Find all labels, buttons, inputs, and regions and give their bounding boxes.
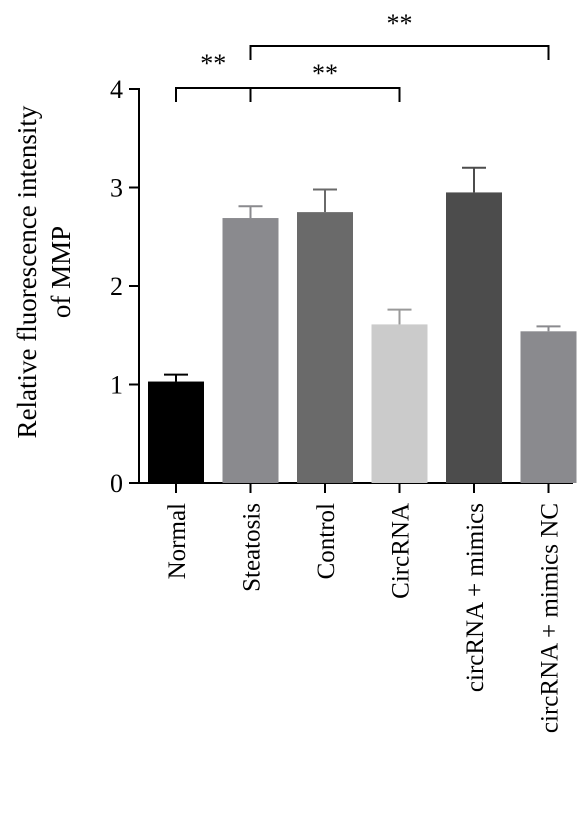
significance-bracket bbox=[175, 87, 252, 102]
significance-bracket bbox=[249, 45, 550, 60]
y-tick-label: 4 bbox=[110, 75, 123, 104]
bar bbox=[148, 381, 204, 483]
bar bbox=[446, 192, 502, 484]
bar bbox=[222, 218, 279, 483]
y-tick-label: 2 bbox=[110, 272, 123, 301]
y-axis-title: Relative fluorescence intensity of MMP bbox=[12, 105, 76, 438]
x-category-label: Steatosis bbox=[239, 503, 266, 592]
y-tick-label: 1 bbox=[110, 371, 123, 400]
x-category-label: circRNA + mimics bbox=[462, 503, 489, 692]
bar bbox=[520, 331, 577, 483]
bar bbox=[297, 212, 353, 483]
significance-label: ** bbox=[200, 49, 226, 78]
y-axis-title-line2: of MMP bbox=[46, 226, 76, 318]
significance-label: ** bbox=[312, 59, 338, 88]
y-tick-label: 3 bbox=[110, 174, 123, 203]
y-tick-label: 0 bbox=[110, 469, 123, 498]
significance-label: ** bbox=[387, 9, 413, 38]
x-category-label: Control bbox=[313, 503, 340, 579]
x-category-label: circRNA + mimics NC bbox=[537, 503, 564, 733]
y-axis-title-line1: Relative fluorescence intensity bbox=[12, 105, 42, 438]
significance-bracket bbox=[249, 87, 401, 102]
x-category-label: CircRNA bbox=[388, 503, 415, 599]
bar bbox=[371, 324, 428, 483]
x-category-label: Normal bbox=[164, 503, 191, 579]
plot-area: 0 1 2 3 4 Normal Steatosis Control CircRNA circRN… bbox=[110, 9, 577, 733]
